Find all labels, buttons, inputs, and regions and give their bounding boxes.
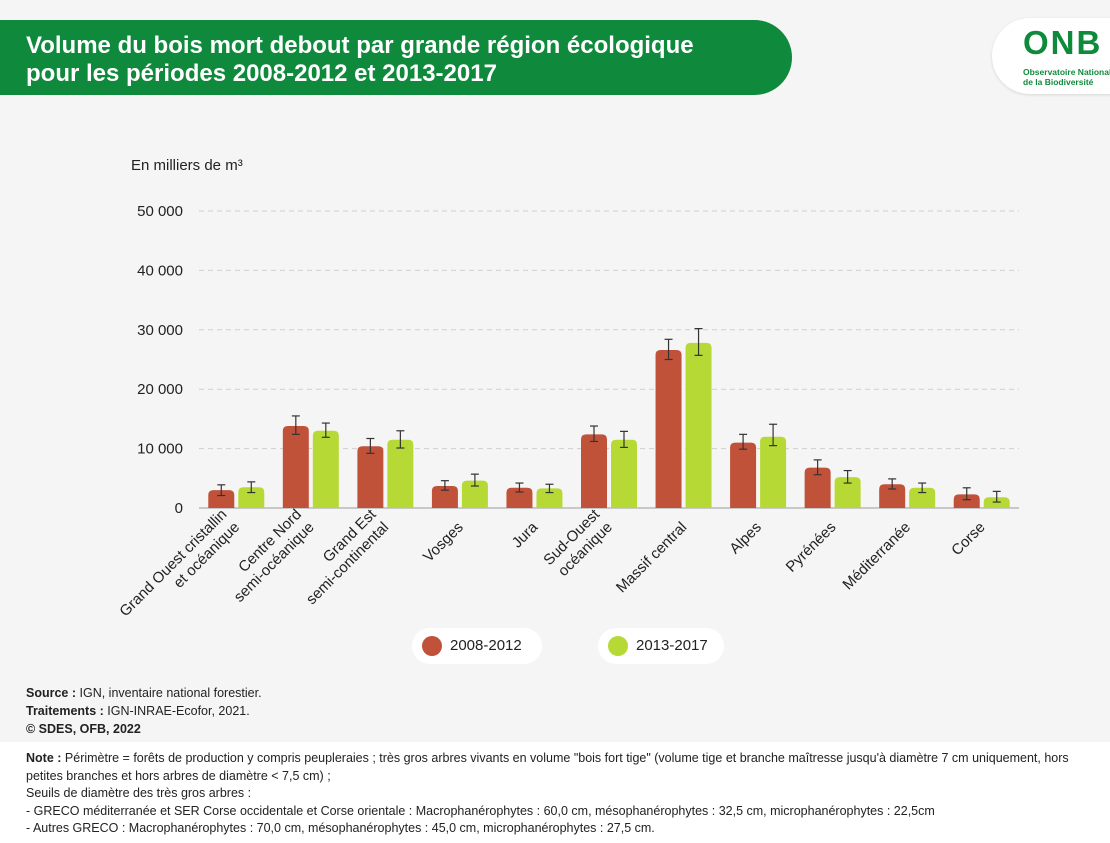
bar-2013-2017 xyxy=(685,342,712,508)
error-bar-2013-2017 xyxy=(769,423,778,447)
error-bar-2013-2017 xyxy=(992,490,1001,503)
logo-subtitle-1: Observatoire National xyxy=(1023,67,1110,77)
logo-mark: ONB xyxy=(1023,24,1103,61)
error-bar-2008-2012 xyxy=(813,459,822,476)
legend-label-2013-2017: 2013-2017 xyxy=(636,637,708,654)
error-bar-2008-2012 xyxy=(515,482,524,493)
bar-2008-2012 xyxy=(879,484,906,508)
chart-title-line-1: Volume du bois mort debout par grande ré… xyxy=(26,32,694,59)
error-bar-2013-2017 xyxy=(470,473,479,487)
category-label: Pyrénées xyxy=(783,519,840,576)
bar-2008-2012 xyxy=(208,490,235,508)
bar-2008-2012 xyxy=(282,426,309,508)
source-block: Source : IGN, inventaire national forest… xyxy=(26,684,262,738)
y-axis-ticks: 0 10 000 20 000 30 000 40 000 50 000 xyxy=(137,203,183,517)
error-bar-2008-2012 xyxy=(440,480,449,491)
legend-label-2008-2012: 2008-2012 xyxy=(450,637,522,654)
source-line: Source : IGN, inventaire national forest… xyxy=(26,684,262,702)
error-bar-2013-2017 xyxy=(396,430,405,449)
bars xyxy=(208,328,1010,508)
bar-2008-2012 xyxy=(581,434,607,508)
bar-2013-2017 xyxy=(461,480,488,508)
bar-2013-2017 xyxy=(312,430,339,508)
note-label: Note : xyxy=(26,751,62,765)
category-label: Méditerranée xyxy=(839,519,914,594)
category-label: Massif central xyxy=(613,519,690,596)
note-line-2: Seuils de diamètre des très gros arbres … xyxy=(26,786,252,800)
category-label: Alpes xyxy=(726,519,765,558)
error-bar-2008-2012 xyxy=(217,484,226,497)
y-tick-label: 50 000 xyxy=(137,203,183,220)
bar-2008-2012 xyxy=(357,446,384,508)
chart-title-line-2: pour les périodes 2008-2012 et 2013-2017 xyxy=(26,60,497,87)
source-label: Source : xyxy=(26,686,77,700)
error-bar-2008-2012 xyxy=(590,425,598,443)
error-bar-2008-2012 xyxy=(664,338,673,361)
note-line-1-text: Périmètre = forêts de production y compr… xyxy=(26,751,1069,783)
y-tick-label: 10 000 xyxy=(137,441,183,458)
y-tick-label: 30 000 xyxy=(137,322,183,339)
bar-2008-2012 xyxy=(804,467,831,508)
category-label: Vosges xyxy=(420,519,467,566)
error-bar-2008-2012 xyxy=(962,487,971,501)
y-axis-unit-label: En milliers de m³ xyxy=(131,157,243,174)
note-text: Note : Périmètre = forêts de production … xyxy=(26,750,1096,838)
bar-2008-2012 xyxy=(730,442,757,508)
error-bar-2013-2017 xyxy=(694,328,703,356)
note-line-3: - GRECO méditerranée et SER Corse occide… xyxy=(26,803,935,818)
note-block: Note : Périmètre = forêts de production … xyxy=(0,742,1110,843)
title-banner: Volume du bois mort debout par grande ré… xyxy=(0,20,792,95)
category-label: Jura xyxy=(509,518,542,551)
bar-2008-2012 xyxy=(431,486,458,508)
onb-logo: ONB Observatoire National de la Biodiver… xyxy=(992,18,1110,94)
bar-2013-2017 xyxy=(834,477,861,508)
y-tick-label: 40 000 xyxy=(137,262,183,279)
treatment-text: IGN-INRAE-Ecofor, 2021. xyxy=(107,704,250,718)
bar-2013-2017 xyxy=(909,487,936,508)
bar-2013-2017 xyxy=(760,436,787,508)
bar-2008-2012 xyxy=(953,494,980,508)
error-bar-2013-2017 xyxy=(321,422,330,438)
copyright-line: © SDES, OFB, 2022 xyxy=(26,722,141,736)
error-bar-2013-2017 xyxy=(843,469,852,484)
treatment-line: Traitements : IGN-INRAE-Ecofor, 2021. xyxy=(26,702,262,720)
bar-2013-2017 xyxy=(238,487,265,508)
error-bar-2013-2017 xyxy=(545,483,554,494)
note-line-4: - Autres GRECO : Macrophanérophytes : 70… xyxy=(26,821,655,835)
category-label: Grand Ouest cristallinet océanique xyxy=(116,506,243,633)
legend-item-2013-2017: 2013-2017 xyxy=(598,628,724,664)
legend-swatch-2008-2012 xyxy=(422,636,442,656)
category-label: Sud-Ouestocéanique xyxy=(540,506,616,582)
category-label: Corse xyxy=(948,519,988,559)
error-bar-2008-2012 xyxy=(739,433,748,450)
y-tick-label: 0 xyxy=(175,500,183,517)
bar-2008-2012 xyxy=(655,349,682,508)
x-axis-labels: Grand Ouest cristallinet océaniqueCentre… xyxy=(116,505,988,633)
logo-subtitle-2: de la Biodiversité xyxy=(1023,77,1094,87)
bar-2013-2017 xyxy=(536,488,563,508)
bar-chart: En milliers de m³ 0 10 000 20 000 30 000 40 … xyxy=(116,157,1019,633)
error-bar-2008-2012 xyxy=(888,478,897,490)
bar-2008-2012 xyxy=(506,487,533,508)
legend-swatch-2013-2017 xyxy=(608,636,628,656)
error-bar-2008-2012 xyxy=(366,437,375,454)
bar-2013-2017 xyxy=(387,439,414,508)
legend-item-2008-2012: 2008-2012 xyxy=(412,628,542,664)
error-bar-2013-2017 xyxy=(247,481,256,494)
error-bar-2013-2017 xyxy=(620,430,628,449)
note-line-1: Note : Périmètre = forêts de production … xyxy=(26,750,1096,785)
source-text: IGN, inventaire national forestier. xyxy=(79,686,262,700)
y-tick-label: 20 000 xyxy=(137,381,183,398)
treatment-label: Traitements : xyxy=(26,704,104,718)
error-bar-2008-2012 xyxy=(291,415,300,435)
error-bar-2013-2017 xyxy=(918,482,927,494)
bar-2013-2017 xyxy=(611,439,637,508)
